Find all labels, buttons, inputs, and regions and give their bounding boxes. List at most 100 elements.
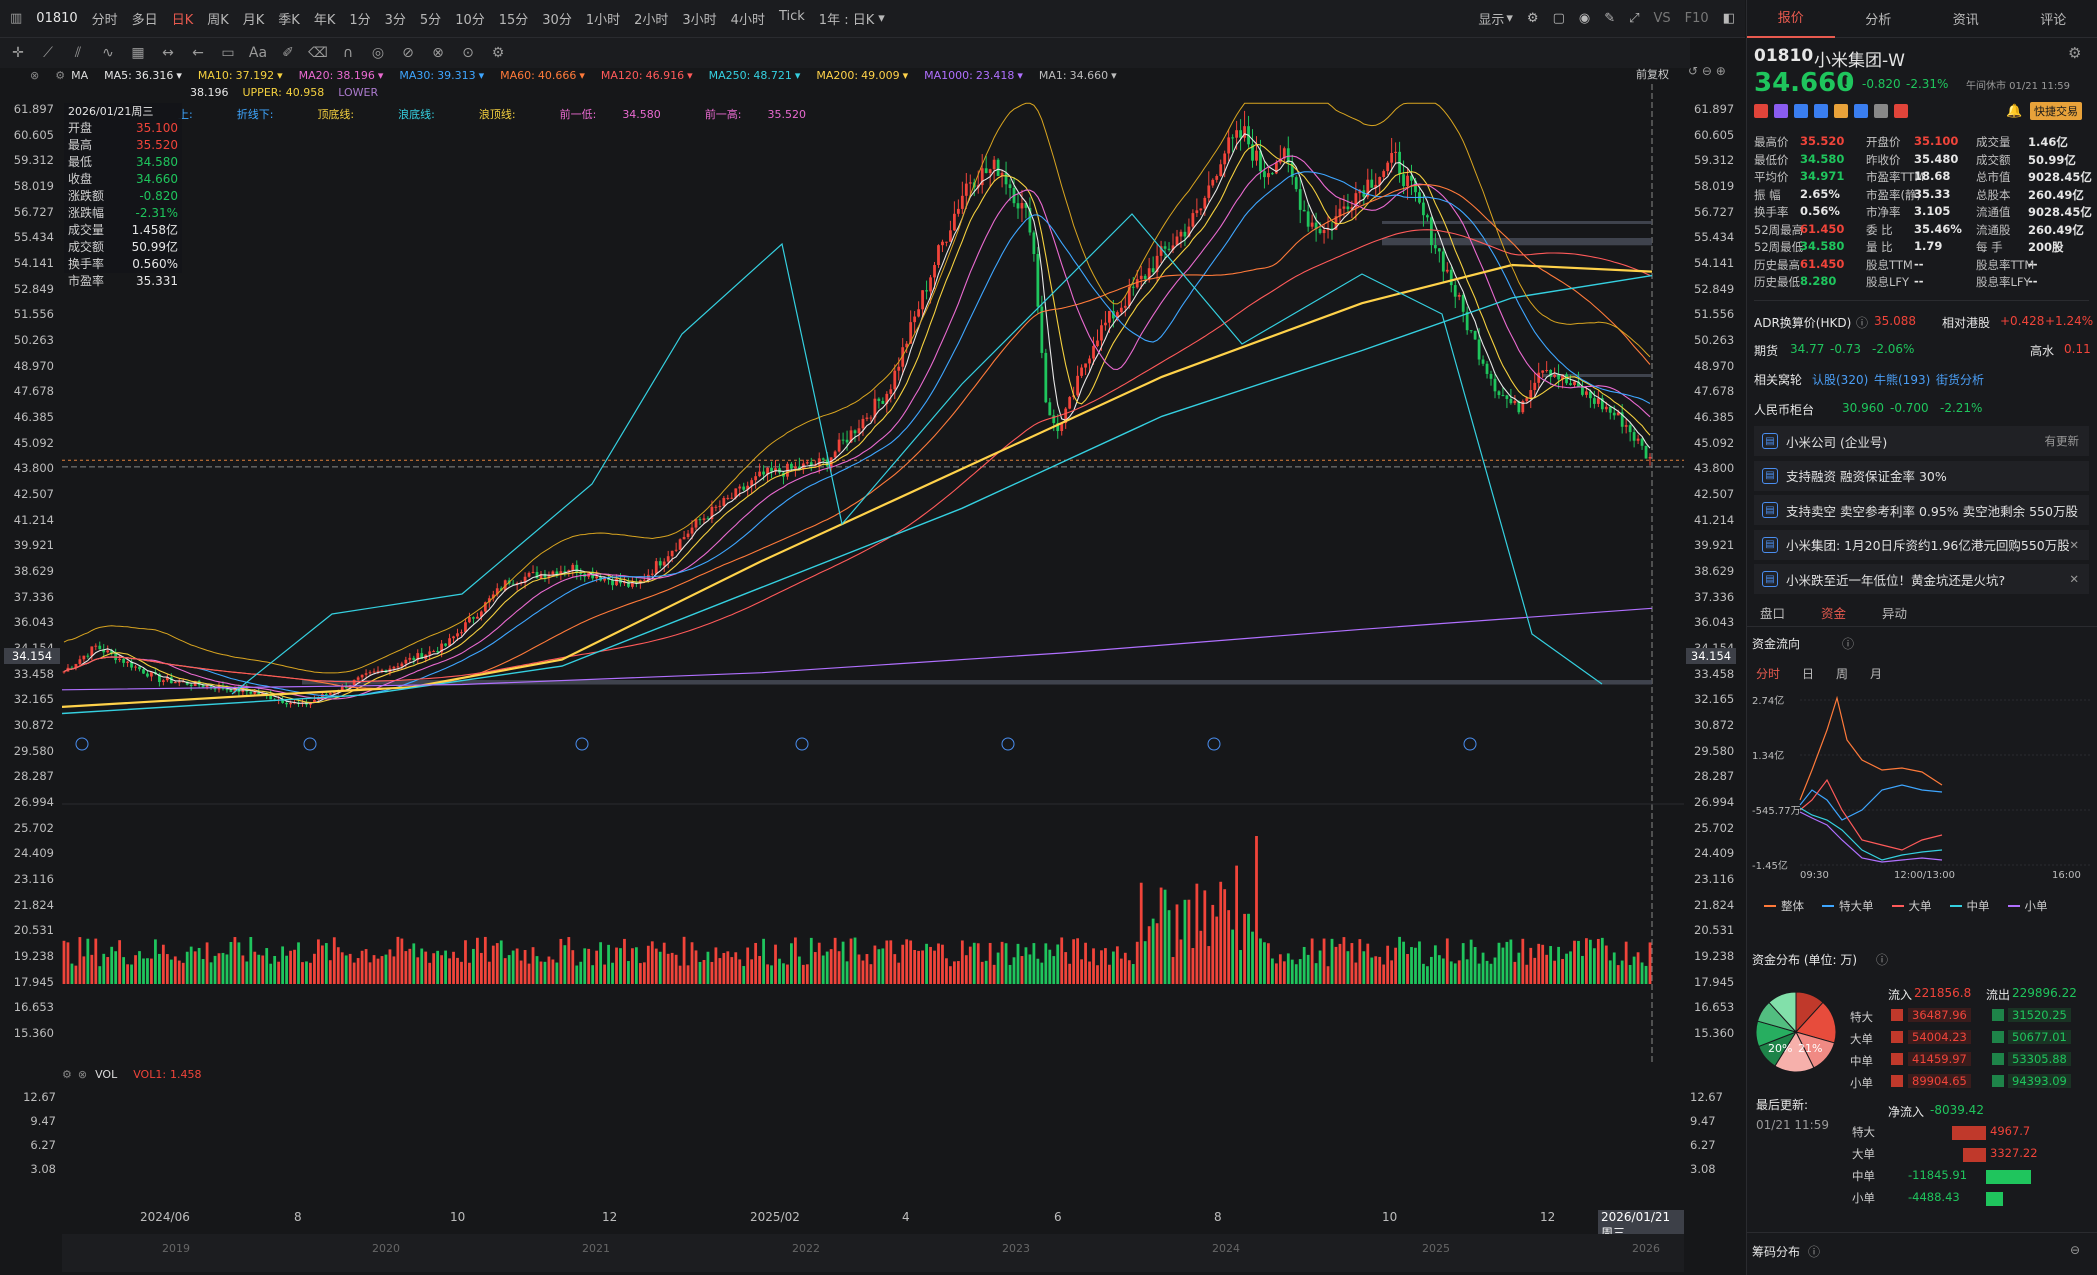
event-marker-icon[interactable] [1001, 737, 1015, 751]
rect-tool-icon[interactable]: ▭ [221, 45, 235, 61]
ma-legend-item[interactable]: MA1: 34.660 ▾ [1039, 69, 1117, 82]
feature-badge-icon[interactable] [1754, 104, 1768, 118]
feature-badge-icon[interactable] [1834, 104, 1848, 118]
info-icon[interactable]: ⓘ [1876, 953, 1889, 967]
news-item[interactable]: ▤ 小米集团: 1月20日斥资约1.96亿港元回购550万股... ✕ [1754, 529, 2089, 560]
ma-legend-item[interactable]: MA5: 36.316 ▾ [104, 69, 182, 82]
grid-tool-icon[interactable]: ▦ [131, 45, 145, 61]
arrow-tool-icon[interactable]: ← [192, 45, 204, 61]
chart-control-icons[interactable]: ↺ ⊖ ⊕ [1688, 64, 1726, 78]
f10-button[interactable]: F10 [1684, 11, 1709, 26]
info-icon[interactable]: ⓘ [1808, 1245, 1821, 1259]
collapse-icon[interactable]: ⊖ [2070, 1243, 2081, 1257]
event-marker-icon[interactable] [303, 737, 317, 751]
period-tab[interactable]: 分时 [91, 13, 118, 28]
settings-icon[interactable]: ⚙ [2068, 44, 2082, 62]
fund-flow-chart[interactable]: 2.74亿 1.34亿 -545.77万 -1.45亿 09:30 12:00/13:00… [1752, 690, 2092, 880]
display-menu[interactable]: 显示 [1478, 13, 1505, 28]
news-item[interactable]: ▤ 支持卖空 卖空参考利率 0.95% 卖空池剩余 550万股 [1754, 495, 2089, 525]
lock-icon[interactable]: ⊘ [402, 45, 414, 61]
camera-icon[interactable]: ◉ [1578, 11, 1591, 26]
feature-badge-icon[interactable] [1774, 104, 1788, 118]
period-tab[interactable]: 月K [242, 13, 265, 28]
stock-code[interactable]: 01810 [36, 11, 78, 26]
feature-badge-icon[interactable] [1814, 104, 1828, 118]
period-tab[interactable]: 1小时 [585, 13, 621, 28]
period-tab[interactable]: 2小时 [634, 13, 669, 28]
sub-tab[interactable]: 资金 [1821, 606, 1847, 621]
fuquan-button[interactable]: 前复权 [1636, 68, 1669, 81]
period-tab[interactable]: 3小时 [682, 13, 717, 28]
event-marker-icon[interactable] [795, 737, 809, 751]
panel-tab[interactable]: 报价 [1747, 0, 1835, 38]
fullscreen-icon[interactable]: ⤢ [1629, 11, 1640, 26]
eraser-icon[interactable]: ⌫ [308, 45, 328, 61]
chevron-down-icon[interactable]: ▾ [1506, 11, 1513, 26]
panel-toggle-icon[interactable]: ◧ [1722, 11, 1735, 26]
flow-tab[interactable]: 分时 [1756, 667, 1781, 681]
settings-icon[interactable]: ⚙ [55, 68, 66, 82]
ma-legend-item[interactable]: MA250: 48.721 ▾ [709, 69, 801, 82]
ma-legend-item[interactable]: MA1000: 23.418 ▾ [924, 69, 1023, 82]
feature-badge-icon[interactable] [1854, 104, 1868, 118]
link-icon[interactable]: ⊙ [462, 45, 474, 61]
news-right[interactable]: ✕ [2069, 537, 2079, 552]
period-tab[interactable]: 15分 [498, 13, 529, 28]
info-icon[interactable]: ⓘ [1842, 637, 1855, 651]
bell-icon[interactable]: 🔔 [2006, 104, 2023, 119]
news-item[interactable]: ▤ 小米跌至近一年低位！黄金坑还是火坑? ✕ [1754, 564, 2089, 594]
period-tab[interactable]: 30分 [542, 13, 572, 28]
warrants-bull-link[interactable]: 牛熊(193) [1874, 373, 1931, 387]
period-tab[interactable]: 多日 [131, 13, 158, 28]
ma-legend-item[interactable]: MA120: 46.916 ▾ [601, 69, 693, 82]
warrants-call-link[interactable]: 认股(320) [1812, 373, 1869, 387]
chevron-down-icon[interactable]: ▾ [878, 11, 885, 26]
flow-tab[interactable]: 月 [1870, 667, 1883, 681]
ma-legend-item[interactable]: MA30: 39.313 ▾ [399, 69, 484, 82]
event-marker-icon[interactable] [575, 737, 589, 751]
period-tab[interactable]: 4小时 [730, 13, 765, 28]
warrants-analysis-link[interactable]: 街货分析 [1936, 373, 1985, 387]
news-item[interactable]: ▤ 支持融资 融资保证金率 30% [1754, 460, 2089, 491]
channel-tool-icon[interactable]: ⫽ [74, 45, 82, 61]
news-right[interactable]: ✕ [2069, 572, 2079, 586]
period-tab[interactable]: 季K [278, 13, 300, 28]
magnet-icon[interactable]: ∩ [342, 45, 354, 61]
period-tab[interactable]: 日K [171, 13, 194, 28]
trash-icon[interactable]: ⊗ [432, 45, 444, 61]
layout-icon[interactable]: ▥ [10, 11, 23, 26]
event-marker-icon[interactable] [1463, 737, 1477, 751]
period-tab[interactable]: 年K [313, 13, 336, 28]
panel-tab[interactable]: 评论 [2040, 13, 2067, 28]
text-tool-icon[interactable]: Aa [248, 45, 268, 61]
period-tab[interactable]: 3分 [384, 13, 406, 28]
line-tool-icon[interactable]: ⟋ [43, 45, 53, 61]
period-tab[interactable]: 1分 [349, 13, 371, 28]
quick-trade-button[interactable]: 快捷交易 [2030, 102, 2082, 120]
settings-icon[interactable]: ⚙ [491, 45, 505, 61]
period-tab[interactable]: 1年 : 日K [818, 13, 875, 28]
sub-tab[interactable]: 异动 [1882, 606, 1908, 621]
feature-badge-icon[interactable] [1894, 104, 1908, 118]
brush-icon[interactable]: ✐ [282, 45, 294, 61]
settings-icon[interactable]: ⚙ [1526, 11, 1539, 26]
close-icon[interactable]: ⊗ [30, 68, 40, 82]
panel-tab[interactable]: 资讯 [1952, 13, 1979, 28]
info-icon[interactable]: ⓘ [1856, 316, 1869, 330]
period-tab[interactable]: 10分 [455, 13, 485, 28]
feature-badge-icon[interactable] [1874, 104, 1888, 118]
news-item[interactable]: ▤ 小米公司 (企业号) 有更新 [1754, 426, 2089, 456]
settings-icon[interactable]: ⚙ [62, 1068, 72, 1081]
event-marker-icon[interactable] [75, 737, 89, 751]
eye-icon[interactable]: ◎ [371, 45, 385, 61]
period-tab[interactable]: 周K [207, 13, 229, 28]
ma-legend-item[interactable]: MA200: 49.009 ▾ [816, 69, 908, 82]
flow-tab[interactable]: 周 [1836, 667, 1849, 681]
news-right[interactable]: 有更新 [2044, 434, 2080, 448]
kline-chart[interactable] [62, 84, 1684, 1064]
period-tab[interactable]: 5分 [419, 13, 442, 28]
flow-tab[interactable]: 日 [1802, 667, 1815, 681]
timeline-scrollbar[interactable]: 2019 2020 2021 2022 2023 2024 2025 2026 [62, 1234, 1684, 1272]
draw-icon[interactable]: ✎ [1604, 11, 1616, 26]
event-marker-icon[interactable] [1207, 737, 1221, 751]
